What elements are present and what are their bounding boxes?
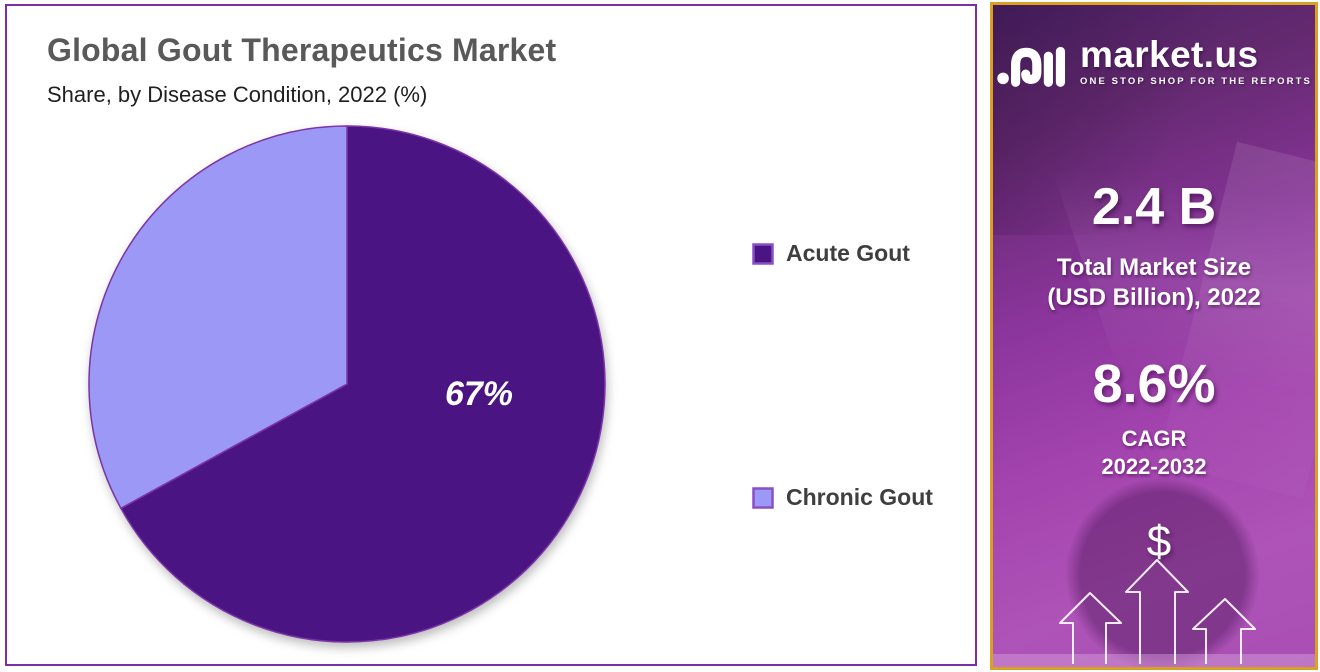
- market-size-value: 2.4 B: [1091, 178, 1217, 236]
- legend-label-acute: Acute Gout: [786, 240, 910, 266]
- pie-slice-acute-gout: [119, 125, 606, 643]
- pie-data-label: 67%: [445, 375, 513, 413]
- cagr-caption-line1: CAGR: [1121, 426, 1187, 451]
- brand-sidebar: market.us ONE STOP SHOP FOR THE REPORTS …: [990, 2, 1318, 670]
- legend-item-chronic-gout: Chronic Gout: [752, 484, 933, 511]
- market-size-caption-line1: Total Market Size: [1056, 254, 1252, 281]
- legend-label-chronic: Chronic Gout: [786, 484, 933, 510]
- cagr-value: 8.6%: [1092, 354, 1216, 414]
- chart-subtitle: Share, by Disease Condition, 2022 (%): [47, 82, 428, 107]
- market-size-caption-line2: (USD Billion), 2022: [1047, 284, 1261, 311]
- brand-name: market.us: [1080, 34, 1259, 75]
- cagr-caption-line2: 2022-2032: [1101, 454, 1207, 479]
- chart-title: Global Gout Therapeutics Market: [47, 32, 557, 68]
- brand-logo: market.us ONE STOP SHOP FOR THE REPORTS: [993, 35, 1315, 89]
- market-us-logo-icon: [997, 46, 1066, 87]
- legend-swatch-acute-icon: [752, 242, 774, 265]
- chart-panel: Global Gout Therapeutics Market Share, b…: [5, 4, 977, 666]
- market-size-caption: Total Market Size (USD Billion), 2022: [993, 253, 1315, 313]
- legend-item-acute-gout: Acute Gout: [752, 240, 910, 267]
- pie-chart: 67%: [88, 125, 606, 643]
- sidebar-bg-decor: [1054, 95, 1315, 575]
- dollar-symbol: $: [1146, 517, 1172, 566]
- legend-swatch-chronic-icon: [752, 486, 774, 509]
- brand-tagline: ONE STOP SHOP FOR THE REPORTS: [1080, 76, 1312, 87]
- cagr-caption: CAGR 2022-2032: [993, 425, 1315, 481]
- pie-slice-chronic-gout: [88, 125, 348, 510]
- growth-arrows-graphic: [1059, 559, 1256, 664]
